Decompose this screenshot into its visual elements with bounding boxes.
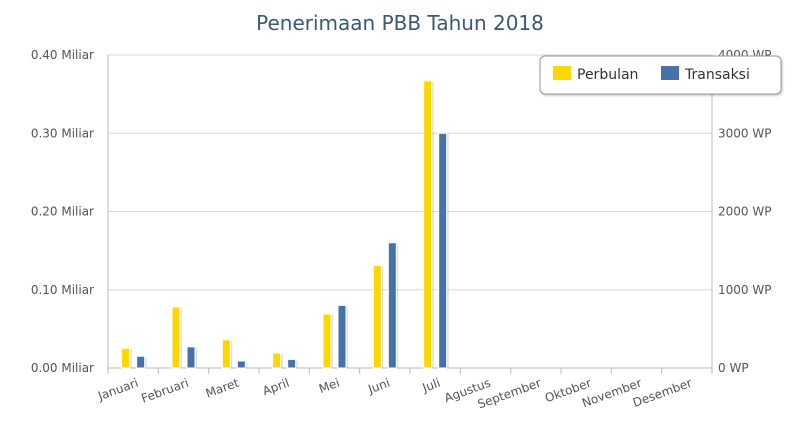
y-left-tick-label: 0.40 Miliar [31,48,94,62]
bar-transaksi-januari[interactable] [136,355,146,369]
bar-perbulan-mei[interactable] [322,313,332,369]
legend[interactable]: Perbulan Transaksi [539,55,782,95]
x-axis: Januari Februari Maret April Mei Juni Juli Agus… [95,376,694,412]
bar-transaksi-juni[interactable] [387,242,397,369]
chart-title: Penerimaan PBB Tahun 2018 [256,11,544,35]
bars [121,80,449,369]
bar-transaksi-februari[interactable] [186,346,196,369]
y-right-tick-label: 0 WP [718,361,749,375]
x-tick-label: Januari [95,376,140,404]
y-right-tick-label: 2000 WP [718,205,771,219]
bar-perbulan-januari[interactable] [121,347,131,369]
x-tick-label: Mei [317,376,342,396]
legend-label-perbulan[interactable]: Perbulan [577,67,638,83]
bar-perbulan-juli[interactable] [423,80,433,369]
legend-swatch-perbulan [553,66,571,80]
bar-transaksi-april[interactable] [287,358,297,369]
legend-box [539,55,782,95]
legend-label-transaksi[interactable]: Transaksi [684,67,750,83]
y-right-tick-label: 3000 WP [718,126,771,140]
x-tick-label: April [261,376,292,399]
x-tick-label: Juni [365,376,391,397]
legend-swatch-transaksi [661,66,679,80]
y-axis-left: 0.00 Miliar 0.10 Miliar 0.20 Miliar 0.30 Mi… [31,48,94,375]
y-left-tick-label: 0.10 Miliar [31,283,94,297]
grid-lines [107,54,713,374]
y-right-tick-label: 1000 WP [718,283,771,297]
bar-transaksi-mei[interactable] [337,304,347,369]
bar-perbulan-februari[interactable] [171,306,181,369]
x-tick-label: Juli [420,376,442,396]
y-left-tick-label: 0.20 Miliar [31,205,94,219]
bar-perbulan-juni[interactable] [372,264,382,369]
bar-transaksi-juli[interactable] [438,132,448,369]
bar-transaksi-maret[interactable] [236,360,246,369]
y-left-tick-label: 0.30 Miliar [31,126,94,140]
bar-perbulan-maret[interactable] [221,339,231,369]
x-tick-label: Februari [139,376,190,406]
y-left-tick-label: 0.00 Miliar [31,361,94,375]
x-tick-label: Maret [204,376,241,401]
bar-perbulan-april[interactable] [272,352,282,369]
